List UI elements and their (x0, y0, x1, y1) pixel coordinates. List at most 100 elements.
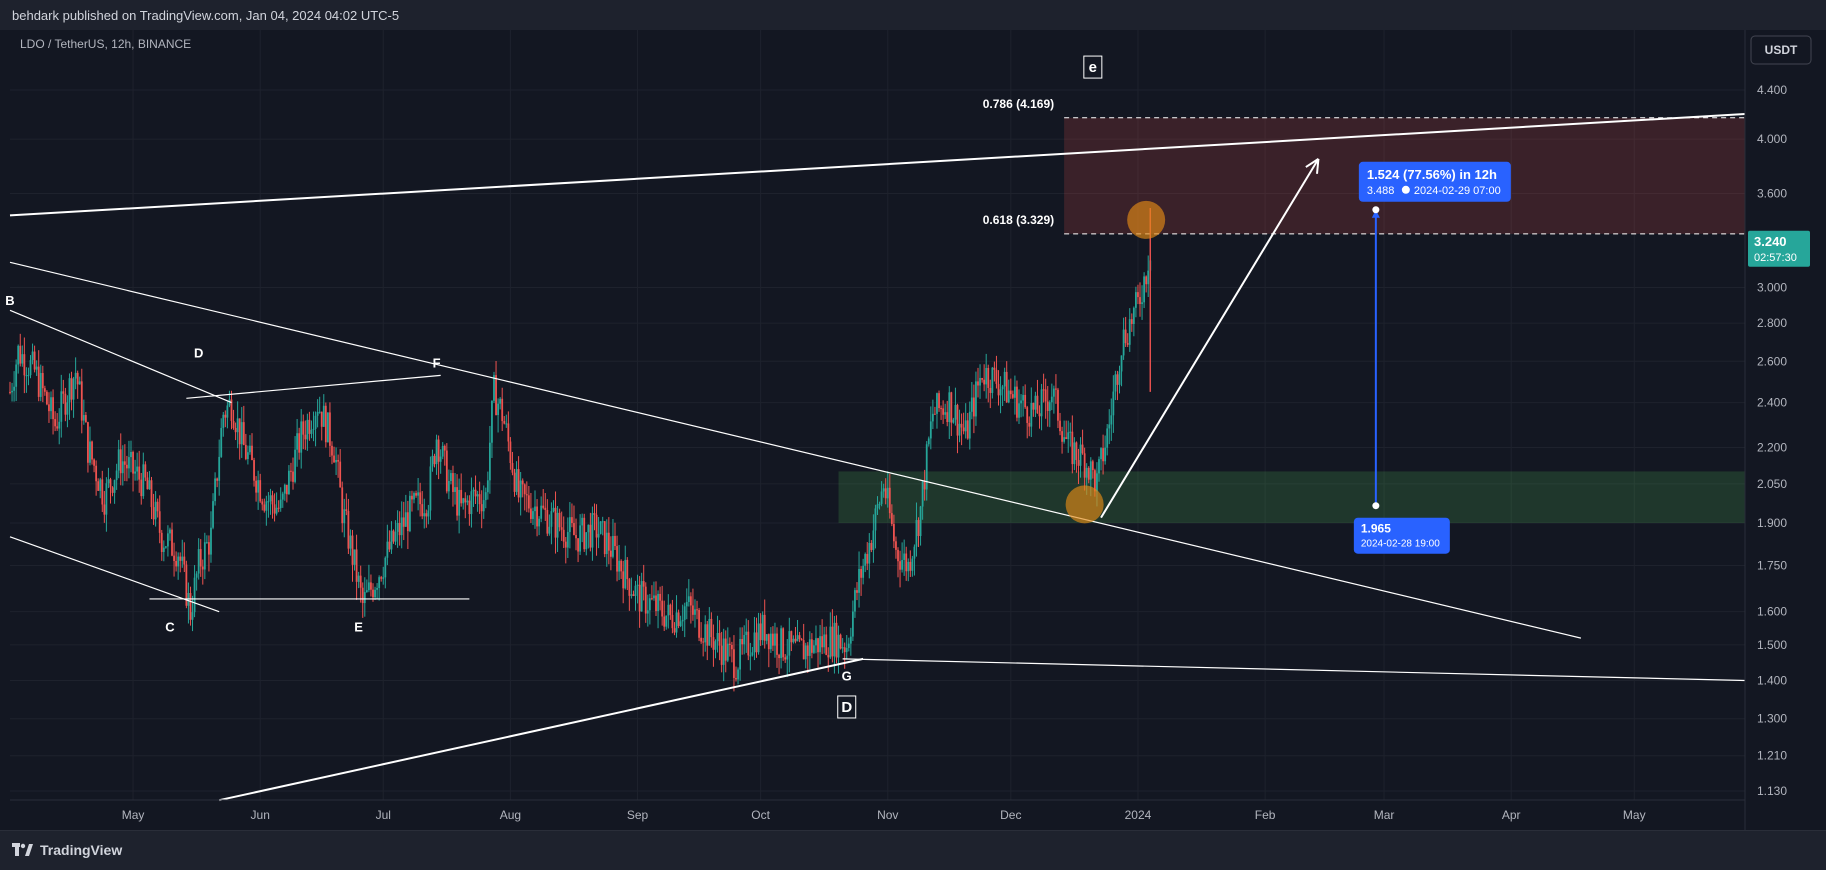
drawings (9, 112, 1746, 802)
candle-body (372, 589, 374, 598)
candle-body (919, 506, 922, 536)
candle-body (144, 464, 147, 478)
candle-body (1071, 431, 1074, 465)
candle-body (378, 577, 381, 589)
candle-body (296, 433, 299, 450)
candle-body (806, 645, 809, 656)
candle-body (1106, 428, 1109, 448)
candle-body (888, 487, 891, 514)
candle-body (603, 521, 606, 555)
candle-body (860, 568, 862, 578)
candle-body (402, 517, 405, 527)
boxed-wave-label-frame (1083, 55, 1103, 79)
candle-body (283, 484, 286, 494)
candle-body (909, 561, 912, 571)
candle-body (339, 461, 342, 488)
candle-body (148, 480, 151, 490)
candle-body (158, 511, 161, 533)
boxed-wave-label-frame (837, 695, 857, 719)
candle-body (292, 471, 294, 482)
candles (9, 208, 1152, 692)
candle-body (316, 412, 319, 416)
candle-body (1135, 292, 1137, 308)
candle-body (784, 657, 787, 660)
candle-body (138, 466, 141, 480)
candle-body (450, 473, 452, 482)
candle-body (938, 393, 940, 409)
candle-body (476, 494, 479, 497)
candle-body (353, 549, 356, 565)
y-tick-label: 1.900 (1757, 516, 1787, 530)
candle-body (365, 590, 368, 593)
price-chart[interactable]: 1.524 (77.56%) in 12h 3.488 2024-02-29 07:… (0, 30, 1826, 830)
candle-body (493, 375, 495, 401)
candle-body (1100, 448, 1102, 460)
candle-body (398, 523, 401, 536)
candle-body (419, 492, 422, 505)
measure-point-bottom (1372, 502, 1380, 510)
candle-body (1016, 386, 1018, 418)
candle-body (970, 397, 973, 412)
candle-body (876, 504, 879, 509)
candle-body (552, 507, 555, 512)
candle-body (952, 419, 955, 423)
candle-body (488, 442, 491, 481)
candle-body (1112, 391, 1115, 416)
candle-body (747, 631, 750, 656)
candle-body (696, 609, 698, 611)
wave-label: C (165, 619, 175, 634)
candle-body (593, 513, 596, 515)
candle-body (9, 391, 11, 393)
candle-body (511, 463, 514, 473)
candle-body (105, 483, 108, 515)
candle-body (587, 524, 590, 533)
candle-body (23, 354, 26, 376)
y-tick-label: 1.500 (1757, 638, 1787, 652)
candle-body (661, 600, 664, 617)
time-axis[interactable]: May Jun Jul Aug Sep Oct Nov Dec 2024 Feb Mar Apr May (122, 808, 1646, 822)
candle-body (624, 559, 627, 589)
candle-body (1130, 319, 1133, 324)
candle-body (825, 634, 828, 655)
candle-body (320, 411, 323, 427)
candle-body (862, 565, 865, 578)
candle-body (589, 524, 592, 548)
candle-body (466, 500, 469, 503)
candle-body (326, 412, 329, 443)
candle-body (495, 375, 497, 416)
candle-body (294, 449, 296, 482)
candle-body (220, 427, 223, 457)
candle-body (646, 610, 649, 614)
candle-body (997, 383, 1000, 396)
measure-top-value: 3.488 (1367, 185, 1395, 197)
candle-body (571, 517, 573, 524)
candle-body (786, 655, 789, 660)
candle-body (304, 434, 307, 440)
trendline (9, 309, 232, 404)
candle-body (29, 360, 32, 376)
x-tick-label: Sep (627, 808, 649, 822)
tradingview-logo[interactable]: TradingView (12, 842, 122, 858)
candle-body (445, 450, 448, 492)
candle-body (17, 345, 20, 365)
candle-body (27, 375, 30, 377)
price-axis[interactable]: 4.400 4.000 3.600 3.000 2.800 2.600 2.400 2.200… (1757, 83, 1787, 798)
candle-body (925, 444, 928, 490)
candle-body (46, 391, 48, 405)
candle-body (679, 621, 682, 627)
candle-body (275, 507, 278, 514)
candle-body (601, 521, 604, 523)
candle-body (977, 381, 979, 386)
candle-body (778, 654, 780, 659)
currency-label[interactable]: USDT (1765, 43, 1798, 57)
candle-body (329, 412, 331, 446)
candle-body (868, 542, 871, 564)
candle-body (201, 566, 204, 570)
trendline (218, 657, 864, 802)
x-tick-label: Aug (500, 808, 521, 822)
candle-body (411, 495, 413, 500)
currency-button[interactable]: USDT (1750, 35, 1812, 65)
fib-label: 0.618 (3.329) (983, 213, 1054, 227)
candle-body (878, 503, 881, 505)
candle-body (335, 460, 337, 463)
